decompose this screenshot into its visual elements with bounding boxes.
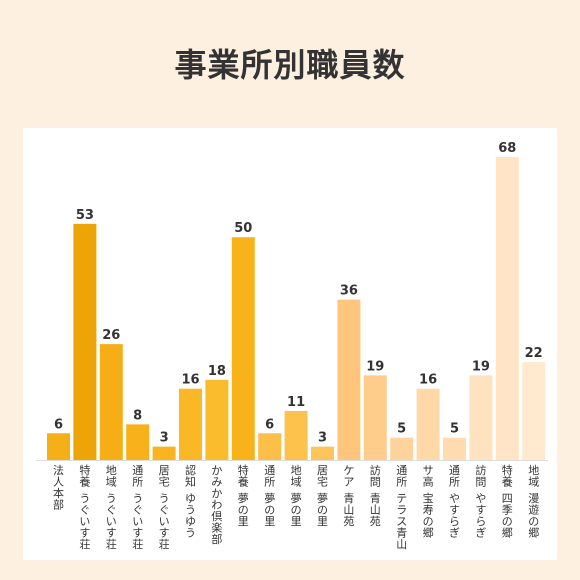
category-label-19: 地域 漫遊の郷 bbox=[528, 464, 539, 540]
bar-19 bbox=[522, 361, 546, 460]
value-label-4: 8 bbox=[133, 408, 142, 423]
category-label-1: 法人本部 bbox=[53, 463, 64, 512]
bar-7 bbox=[205, 379, 229, 460]
category-label-6: 認知 ゆうゆう bbox=[185, 463, 196, 540]
value-label-7: 18 bbox=[208, 364, 226, 379]
value-label-19: 22 bbox=[525, 346, 543, 361]
value-label-5: 3 bbox=[160, 431, 169, 446]
bar-5 bbox=[152, 446, 176, 460]
value-label-11: 3 bbox=[318, 431, 327, 446]
value-label-3: 26 bbox=[102, 328, 120, 343]
bar-3 bbox=[99, 344, 123, 460]
bar-2 bbox=[73, 223, 97, 460]
bar-8 bbox=[231, 237, 255, 460]
value-label-10: 11 bbox=[287, 395, 305, 410]
value-label-12: 36 bbox=[340, 284, 358, 299]
category-label-3: 地域 うぐいす荘 bbox=[106, 464, 117, 551]
value-label-14: 5 bbox=[397, 422, 406, 437]
category-label-12: ケア 青山苑 bbox=[343, 464, 354, 528]
bar-11 bbox=[311, 446, 334, 460]
value-label-18: 68 bbox=[498, 141, 516, 156]
category-label-11: 居宅 夢の里 bbox=[317, 464, 328, 528]
value-label-15: 16 bbox=[419, 373, 437, 388]
category-label-8: 特養 夢の里 bbox=[238, 463, 249, 528]
value-label-1: 6 bbox=[54, 417, 63, 432]
category-label-18: 特養 四季の郷 bbox=[502, 463, 513, 540]
category-label-16: 通所 やすらぎ bbox=[449, 464, 460, 540]
value-label-17: 19 bbox=[472, 359, 490, 374]
chart-title: 事業所別職員数 bbox=[174, 46, 406, 84]
bar-6 bbox=[179, 388, 202, 460]
value-label-9: 6 bbox=[265, 417, 274, 432]
category-label-5: 居宅 うぐいす荘 bbox=[159, 464, 170, 551]
category-label-17: 訪問 やすらぎ bbox=[475, 463, 486, 540]
value-label-8: 50 bbox=[234, 221, 252, 236]
value-label-13: 19 bbox=[366, 359, 384, 374]
value-label-6: 16 bbox=[181, 373, 199, 388]
category-label-14: 通所 テラス青山 bbox=[396, 464, 407, 551]
category-label-4: 通所 うぐいす荘 bbox=[132, 464, 143, 551]
bar-12 bbox=[337, 299, 361, 460]
bar-18 bbox=[495, 157, 519, 460]
value-label-2: 53 bbox=[76, 208, 94, 223]
bar-13 bbox=[363, 375, 387, 460]
bar-4 bbox=[126, 424, 150, 460]
category-label-2: 特養 うぐいす荘 bbox=[79, 463, 90, 551]
bar-16 bbox=[443, 437, 466, 460]
bar-14 bbox=[390, 437, 414, 460]
bar-17 bbox=[469, 375, 493, 460]
bar-15 bbox=[416, 388, 440, 460]
category-label-13: 訪問 青山苑 bbox=[370, 463, 381, 528]
bar-9 bbox=[258, 433, 282, 460]
bar-1 bbox=[47, 433, 70, 460]
category-label-9: 通所 夢の里 bbox=[264, 464, 275, 528]
category-label-7: かみかわ倶楽部 bbox=[211, 464, 222, 546]
plot-area bbox=[23, 128, 557, 560]
bar-10 bbox=[284, 410, 308, 460]
category-label-10: 地域 夢の里 bbox=[291, 464, 302, 528]
category-label-15: サ高 宝寿の郷 bbox=[423, 464, 434, 540]
value-label-16: 5 bbox=[450, 422, 459, 437]
